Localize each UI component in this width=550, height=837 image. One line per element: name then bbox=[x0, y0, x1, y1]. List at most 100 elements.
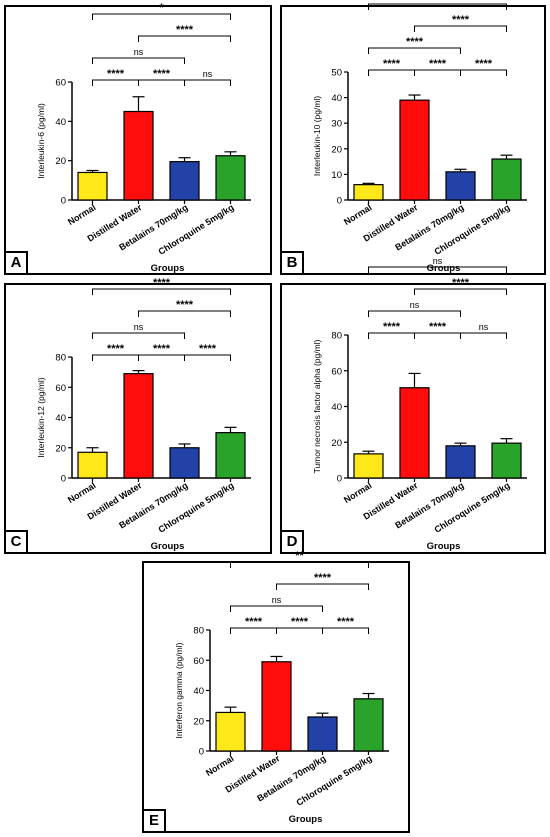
significance-bracket bbox=[92, 57, 185, 64]
significance-label: * bbox=[159, 2, 164, 14]
significance-bracket bbox=[414, 25, 507, 32]
x-axis-label: Groups bbox=[151, 541, 185, 552]
significance-bracket bbox=[92, 79, 139, 86]
significance-label: **** bbox=[429, 321, 447, 333]
significance-label: **** bbox=[176, 299, 194, 311]
y-tick-label: 0 bbox=[337, 196, 342, 207]
y-tick-label: 0 bbox=[61, 474, 66, 485]
bar bbox=[399, 99, 430, 201]
significance-bracket bbox=[368, 266, 507, 273]
significance-label: ns bbox=[134, 322, 144, 332]
y-tick-label: 80 bbox=[55, 353, 66, 364]
y-tick-label: 40 bbox=[331, 402, 342, 413]
y-tick-label: 0 bbox=[337, 474, 342, 485]
significance-bracket bbox=[184, 79, 231, 86]
panel-b: 0 10 20 30 40 50 Interleukin-10 (pg/ml) Normal D… bbox=[280, 0, 546, 275]
significance-label: **** bbox=[452, 14, 470, 26]
bar bbox=[215, 432, 246, 479]
panel-e: 0 20 40 60 80 Interferon gamma (pg/ml) Normal D… bbox=[142, 550, 410, 833]
significance-label: **** bbox=[153, 68, 171, 80]
bar bbox=[169, 161, 200, 201]
significance-bracket bbox=[184, 354, 231, 361]
significance-label: **** bbox=[314, 572, 332, 584]
panel-label-b: B bbox=[282, 251, 304, 273]
x-axis-label: Groups bbox=[427, 263, 461, 274]
y-tick-label: 80 bbox=[193, 626, 204, 637]
significance-label: ns bbox=[134, 47, 144, 57]
significance-label: **** bbox=[199, 343, 217, 355]
x-tick-label: Chloroquine 5mg/kg bbox=[156, 202, 235, 257]
significance-bracket bbox=[414, 69, 461, 76]
significance-bracket bbox=[322, 627, 369, 634]
y-tick-label: 80 bbox=[331, 331, 342, 342]
panel-label-d: D bbox=[282, 530, 304, 552]
x-tick-label: Chloroquine 5mg/kg bbox=[294, 753, 373, 808]
y-tick-label: 20 bbox=[193, 716, 204, 727]
significance-bracket bbox=[368, 332, 415, 339]
significance-label: **** bbox=[429, 0, 447, 4]
bar bbox=[353, 698, 384, 752]
bar bbox=[445, 445, 476, 479]
bar bbox=[491, 158, 522, 201]
y-tick-label: 40 bbox=[55, 413, 66, 424]
significance-label: ** bbox=[295, 550, 304, 562]
significance-bracket bbox=[368, 310, 461, 317]
bar bbox=[215, 711, 246, 752]
significance-label: **** bbox=[475, 58, 493, 70]
y-tick-label: 40 bbox=[55, 117, 66, 128]
significance-bracket bbox=[230, 561, 369, 568]
panel-c: 0 20 40 60 80 Interleukin-12 (pg/ml) Normal Dis… bbox=[4, 277, 272, 554]
y-tick-label: 20 bbox=[331, 438, 342, 449]
bar bbox=[77, 171, 108, 201]
bar bbox=[353, 184, 384, 201]
bar bbox=[169, 447, 200, 479]
bar bbox=[215, 155, 246, 201]
significance-label: **** bbox=[245, 616, 263, 628]
y-axis-label: Interleukin-10 (pg/ml) bbox=[312, 96, 322, 176]
significance-bracket bbox=[138, 310, 231, 317]
chart-d: 0 20 40 60 80 Tumor necrosis factor alpha (pg… bbox=[312, 256, 527, 552]
x-axis-label: Groups bbox=[151, 263, 185, 274]
y-tick-label: 0 bbox=[199, 747, 204, 758]
y-tick-label: 60 bbox=[193, 656, 204, 667]
bar bbox=[491, 442, 522, 479]
y-tick-label: 60 bbox=[55, 78, 66, 89]
significance-bracket bbox=[230, 627, 277, 634]
x-tick-label: Normal bbox=[204, 753, 236, 778]
significance-bracket bbox=[368, 47, 461, 54]
y-tick-label: 20 bbox=[55, 156, 66, 167]
bar bbox=[445, 171, 476, 201]
panel-label-c: C bbox=[6, 530, 28, 552]
significance-label: ns bbox=[203, 69, 213, 79]
significance-bracket bbox=[138, 79, 185, 86]
significance-label: **** bbox=[406, 36, 424, 48]
y-tick-label: 10 bbox=[331, 170, 342, 181]
significance-label: ns bbox=[410, 300, 420, 310]
significance-bracket bbox=[92, 288, 231, 295]
bar bbox=[353, 453, 384, 479]
significance-label: **** bbox=[383, 321, 401, 333]
y-tick-label: 20 bbox=[331, 144, 342, 155]
significance-label: **** bbox=[107, 343, 125, 355]
significance-label: **** bbox=[291, 616, 309, 628]
significance-bracket bbox=[138, 35, 231, 42]
significance-bracket bbox=[92, 332, 185, 339]
significance-label: ns bbox=[433, 256, 443, 266]
significance-label: **** bbox=[153, 277, 171, 289]
x-tick-label: Chloroquine 5mg/kg bbox=[432, 480, 511, 535]
x-axis-label: Groups bbox=[427, 541, 461, 552]
significance-bracket bbox=[460, 332, 507, 339]
y-tick-label: 50 bbox=[331, 68, 342, 79]
significance-bracket bbox=[138, 354, 185, 361]
y-axis-label: Tumor necrosis factor alpha (pg/ml) bbox=[312, 339, 322, 473]
significance-bracket bbox=[414, 332, 461, 339]
significance-label: **** bbox=[429, 58, 447, 70]
bar bbox=[77, 451, 108, 479]
y-tick-label: 40 bbox=[193, 686, 204, 697]
y-tick-label: 40 bbox=[331, 93, 342, 104]
significance-bracket bbox=[368, 69, 415, 76]
x-tick-label: Normal bbox=[342, 202, 374, 227]
